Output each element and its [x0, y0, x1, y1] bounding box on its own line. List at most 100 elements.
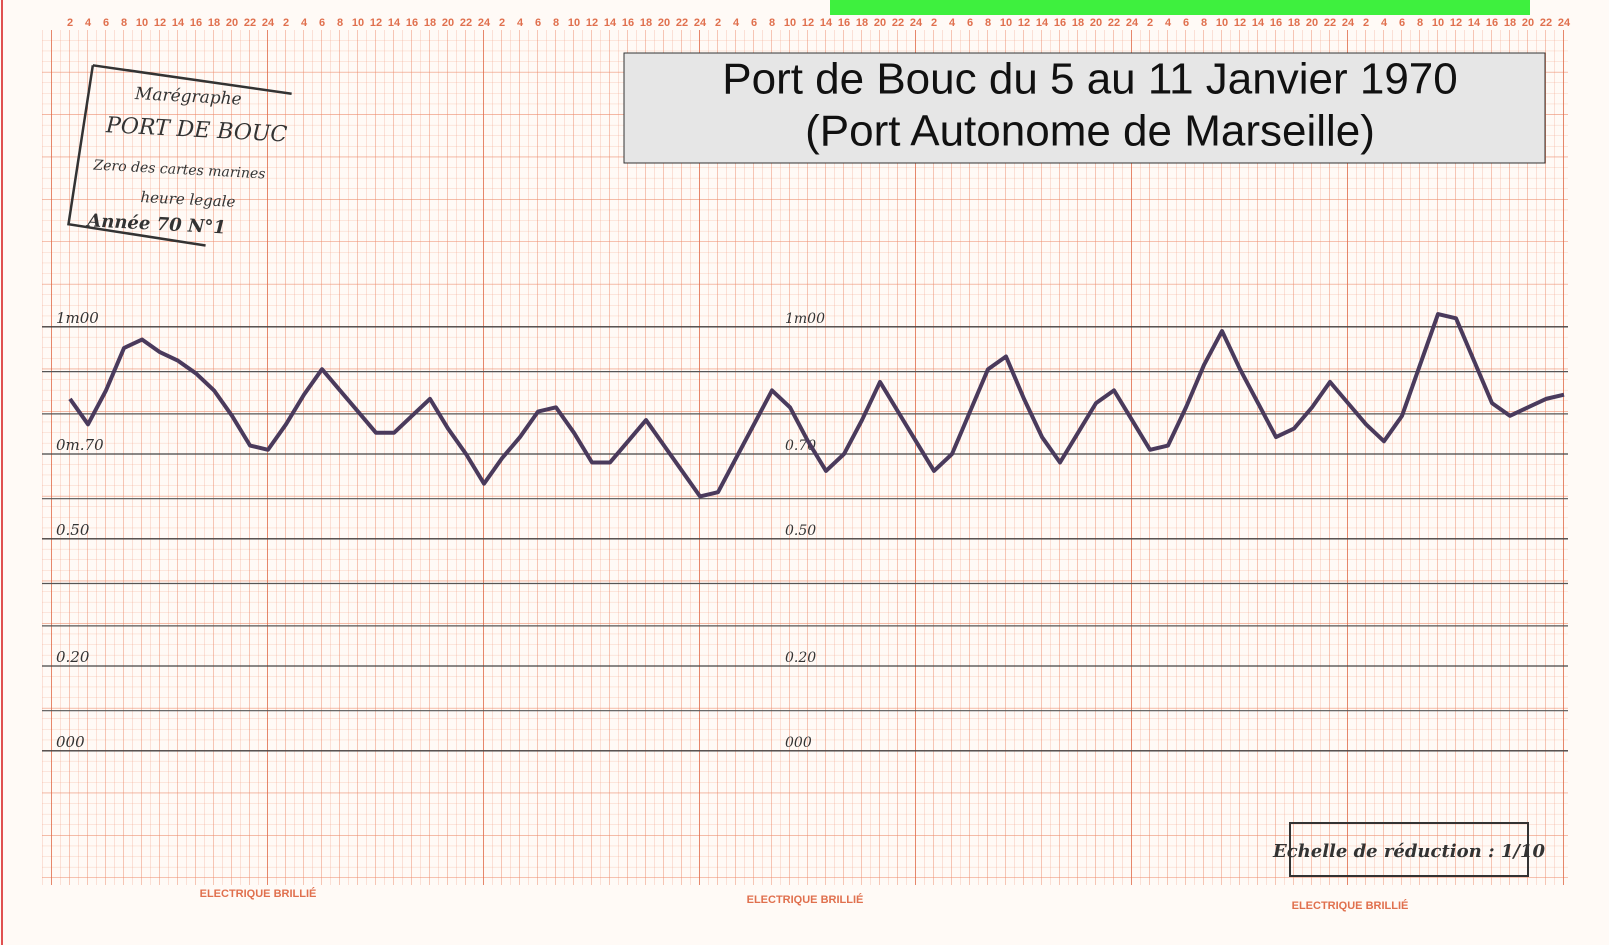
x-tick-label: 12 [802, 17, 814, 29]
x-tick-label: 4 [1165, 17, 1172, 29]
x-tick-label: 10 [1216, 17, 1228, 29]
x-tick-label: 6 [319, 17, 325, 29]
x-tick-label: 10 [352, 17, 364, 29]
x-tick-label: 24 [910, 17, 923, 29]
x-tick-label: 24 [1558, 17, 1571, 29]
x-tick-label: 24 [478, 17, 491, 29]
x-tick-label: 12 [154, 17, 166, 29]
x-tick-label: 4 [733, 17, 740, 29]
inner-tick-label: 000 [785, 735, 812, 751]
x-tick-label: 14 [1252, 17, 1265, 29]
x-tick-label: 24 [1126, 17, 1139, 29]
x-tick-label: 10 [1432, 17, 1444, 29]
x-tick-label: 14 [172, 17, 185, 29]
scale-note: Echelle de réduction : 1/10 [1272, 841, 1546, 862]
x-tick-label: 20 [658, 17, 670, 29]
x-tick-label: 4 [1381, 17, 1388, 29]
inner-tick-label: 0.50 [785, 523, 816, 539]
x-tick-label: 6 [535, 17, 541, 29]
x-tick-label: 22 [244, 17, 256, 29]
x-tick-label: 4 [301, 17, 308, 29]
x-tick-label: 12 [1450, 17, 1462, 29]
x-tick-label: 8 [769, 17, 775, 29]
brand: ELECTRIQUE BRILLIÉ [747, 893, 864, 906]
x-tick-label: 22 [460, 17, 472, 29]
y-tick-label: 1m00 [56, 309, 99, 327]
x-tick-label: 10 [136, 17, 148, 29]
x-tick-label: 24 [694, 17, 707, 29]
x-tick-label: 14 [820, 17, 833, 29]
x-tick-label: 14 [604, 17, 617, 29]
x-tick-label: 8 [1201, 17, 1207, 29]
chart-subtitle: (Port Autonome de Marseille) [805, 107, 1375, 156]
x-tick-label: 22 [1540, 17, 1552, 29]
x-tick-label: 6 [1399, 17, 1405, 29]
x-tick-label: 20 [442, 17, 454, 29]
x-tick-label: 12 [1234, 17, 1246, 29]
x-tick-label: 24 [1342, 17, 1355, 29]
x-tick-label: 6 [1183, 17, 1189, 29]
day-grid [42, 30, 1568, 885]
brand: ELECTRIQUE BRILLIÉ [1292, 899, 1409, 912]
x-tick-label: 8 [337, 17, 343, 29]
x-tick-label: 8 [553, 17, 559, 29]
x-tick-label: 2 [931, 17, 937, 29]
x-tick-label: 22 [1108, 17, 1120, 29]
tide-curve [68, 312, 1565, 499]
x-tick-label: 10 [1000, 17, 1012, 29]
x-tick-label: 20 [1522, 17, 1534, 29]
x-tick-label: 20 [874, 17, 886, 29]
chart-title: Port de Bouc du 5 au 11 Janvier 1970 [722, 55, 1457, 104]
x-tick-label: 18 [208, 17, 220, 29]
x-tick-label: 20 [226, 17, 238, 29]
x-tick-label: 14 [388, 17, 401, 29]
x-tick-label: 4 [517, 17, 524, 29]
x-tick-label: 22 [676, 17, 688, 29]
inner-tick-label: 0.20 [785, 650, 816, 666]
x-tick-label: 18 [1288, 17, 1300, 29]
x-tick-label: 24 [262, 17, 275, 29]
x-tick-label: 14 [1036, 17, 1049, 29]
inner-tick-label: 1m00 [785, 311, 825, 327]
x-tick-label: 10 [568, 17, 580, 29]
x-tick-label: 16 [406, 17, 418, 29]
x-tick-label: 2 [715, 17, 721, 29]
x-tick-label: 6 [967, 17, 973, 29]
x-tick-label: 12 [370, 17, 382, 29]
x-tick-label: 8 [121, 17, 127, 29]
brand: ELECTRIQUE BRILLIÉ [200, 887, 317, 900]
x-tick-label: 16 [1486, 17, 1498, 29]
scale-box [1289, 822, 1529, 877]
x-tick-label: 18 [424, 17, 436, 29]
y-tick-label: 000 [56, 733, 85, 751]
x-tick-label: 22 [892, 17, 904, 29]
x-tick-label: 2 [67, 17, 73, 29]
x-tick-label: 2 [499, 17, 505, 29]
x-tick-label: 8 [1417, 17, 1423, 29]
y-tick-label: 0.50 [56, 521, 90, 539]
highlight-bar [830, 0, 1530, 15]
x-tick-label: 2 [1363, 17, 1369, 29]
x-tick-label: 16 [190, 17, 202, 29]
x-tick-label: 18 [1504, 17, 1516, 29]
x-tick-label: 22 [1324, 17, 1336, 29]
y-tick-label: 0.20 [56, 648, 90, 666]
title-box [623, 52, 1546, 164]
x-tick-label: 20 [1306, 17, 1318, 29]
x-tick-label: 4 [949, 17, 956, 29]
x-tick-label: 10 [784, 17, 796, 29]
x-tick-label: 20 [1090, 17, 1102, 29]
x-tick-label: 18 [640, 17, 652, 29]
x-tick-label: 6 [103, 17, 109, 29]
x-tick-label: 2 [1147, 17, 1153, 29]
x-tick-label: 6 [751, 17, 757, 29]
reference-lines [42, 371, 1568, 712]
x-tick-label: 2 [283, 17, 289, 29]
x-tick-label: 18 [856, 17, 868, 29]
x-tick-label: 4 [85, 17, 92, 29]
x-tick-label: 14 [1468, 17, 1481, 29]
x-tick-label: 8 [985, 17, 991, 29]
x-tick-label: 16 [1054, 17, 1066, 29]
